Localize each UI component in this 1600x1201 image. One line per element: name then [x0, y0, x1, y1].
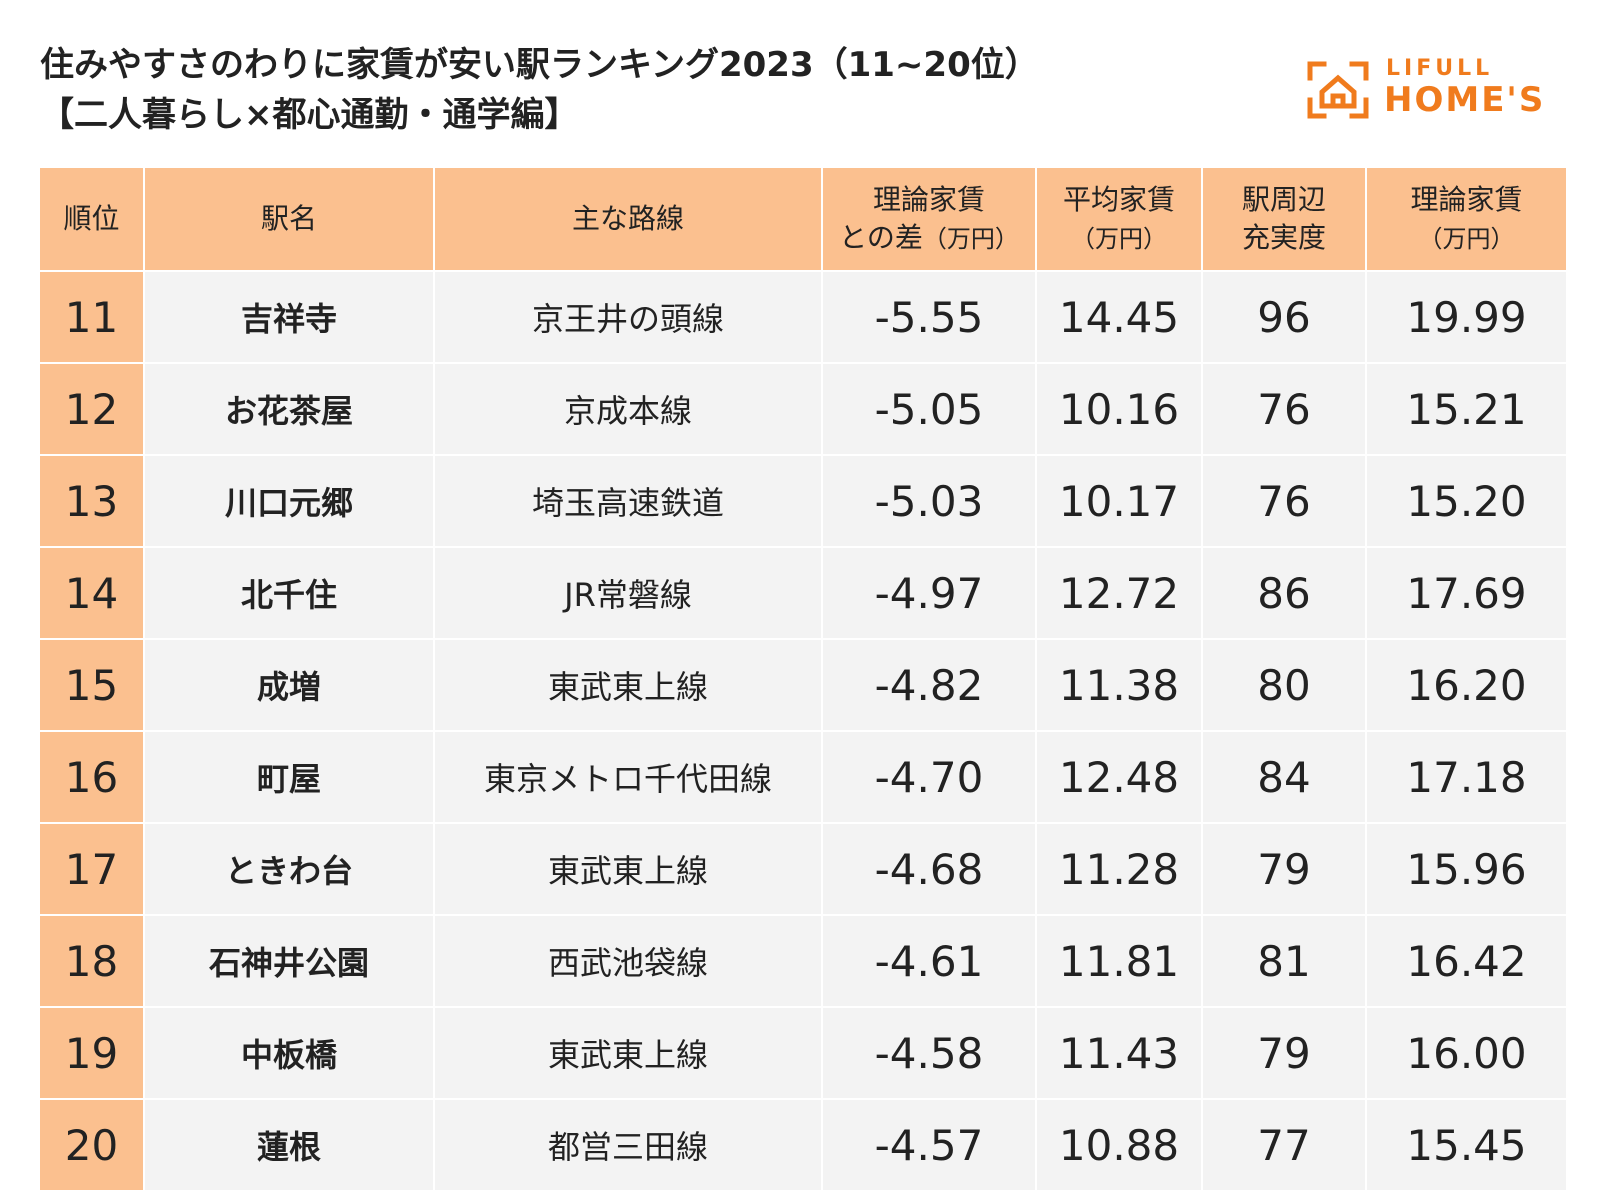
- cell-avg-rent: 10.88: [1035, 1098, 1202, 1190]
- header-station: 駅名: [143, 168, 434, 271]
- cell-rank: 16: [40, 730, 144, 823]
- cell-rank: 14: [40, 546, 144, 639]
- cell-station-score: 79: [1201, 1006, 1366, 1099]
- cell-avg-rent: 11.81: [1035, 914, 1202, 1007]
- table-row: 18 石神井公園 西武池袋線 -4.61 11.81 81 16.42: [40, 914, 1566, 1007]
- header-rank: 順位: [40, 168, 144, 271]
- logo-text-main: HOME'S: [1384, 80, 1546, 120]
- cell-rent-diff: -4.82: [821, 638, 1036, 731]
- cell-station: 北千住: [143, 546, 434, 639]
- header-theory-rent: 理論家賃 （万円）: [1365, 168, 1566, 271]
- cell-rent-diff: -4.97: [821, 546, 1036, 639]
- cell-line: 京成本線: [433, 362, 822, 455]
- cell-theory-rent: 17.69: [1365, 546, 1566, 639]
- cell-theory-rent: 19.99: [1365, 270, 1566, 363]
- table-row: 20 蓮根 都営三田線 -4.57 10.88 77 15.45: [40, 1098, 1566, 1190]
- table-row: 14 北千住 JR常磐線 -4.97 12.72 86 17.69: [40, 546, 1566, 639]
- cell-theory-rent: 15.45: [1365, 1098, 1566, 1190]
- cell-line: 都営三田線: [433, 1098, 822, 1190]
- cell-avg-rent: 14.45: [1035, 270, 1202, 363]
- cell-rank: 12: [40, 362, 144, 455]
- header-rent-diff: 理論家賃 との差（万円）: [821, 168, 1036, 271]
- logo-text-top: LIFULL: [1386, 56, 1494, 81]
- cell-rank: 19: [40, 1006, 144, 1099]
- cell-station-score: 84: [1201, 730, 1366, 823]
- cell-rank: 20: [40, 1098, 144, 1190]
- brand-logo: LIFULL HOME'S: [1306, 56, 1566, 122]
- cell-theory-rent: 16.20: [1365, 638, 1566, 731]
- cell-theory-rent: 17.18: [1365, 730, 1566, 823]
- cell-line: 東武東上線: [433, 1006, 822, 1099]
- cell-station-score: 76: [1201, 454, 1366, 547]
- cell-station: 蓮根: [143, 1098, 434, 1190]
- cell-station: 吉祥寺: [143, 270, 434, 363]
- cell-line: 東京メトロ千代田線: [433, 730, 822, 823]
- table-row: 16 町屋 東京メトロ千代田線 -4.70 12.48 84 17.18: [40, 730, 1566, 823]
- table-row: 12 お花茶屋 京成本線 -5.05 10.16 76 15.21: [40, 362, 1566, 455]
- cell-theory-rent: 15.21: [1365, 362, 1566, 455]
- house-icon: [1307, 61, 1369, 119]
- cell-station: 川口元郷: [143, 454, 434, 547]
- cell-station: 中板橋: [143, 1006, 434, 1099]
- cell-avg-rent: 12.72: [1035, 546, 1202, 639]
- cell-rank: 11: [40, 270, 144, 363]
- table-row: 15 成増 東武東上線 -4.82 11.38 80 16.20: [40, 638, 1566, 731]
- ranking-table: 順位 駅名 主な路線 理論家賃 との差（万円） 平均家賃 （万円） 駅周辺 充実…: [40, 168, 1566, 1190]
- cell-station: 町屋: [143, 730, 434, 823]
- cell-avg-rent: 11.43: [1035, 1006, 1202, 1099]
- header-line: 主な路線: [433, 168, 822, 271]
- page-title: 住みやすさのわりに家賃が安い駅ランキング2023（11~20位） 【二人暮らし×…: [40, 40, 1039, 140]
- cell-rank: 15: [40, 638, 144, 731]
- cell-rank: 13: [40, 454, 144, 547]
- cell-avg-rent: 11.38: [1035, 638, 1202, 731]
- table-row: 17 ときわ台 東武東上線 -4.68 11.28 79 15.96: [40, 822, 1566, 915]
- cell-rent-diff: -4.61: [821, 914, 1036, 1007]
- cell-rent-diff: -4.57: [821, 1098, 1036, 1190]
- cell-rent-diff: -5.55: [821, 270, 1036, 363]
- table-row: 19 中板橋 東武東上線 -4.58 11.43 79 16.00: [40, 1006, 1566, 1099]
- cell-line: 西武池袋線: [433, 914, 822, 1007]
- cell-rank: 17: [40, 822, 144, 915]
- cell-station-score: 86: [1201, 546, 1366, 639]
- cell-line: 東武東上線: [433, 638, 822, 731]
- cell-station-score: 76: [1201, 362, 1366, 455]
- cell-theory-rent: 16.00: [1365, 1006, 1566, 1099]
- cell-line: 埼玉高速鉄道: [433, 454, 822, 547]
- cell-station: 成増: [143, 638, 434, 731]
- cell-station: ときわ台: [143, 822, 434, 915]
- title-line-1: 住みやすさのわりに家賃が安い駅ランキング2023（11~20位）: [40, 45, 1039, 85]
- cell-avg-rent: 11.28: [1035, 822, 1202, 915]
- title-line-2: 【二人暮らし×都心通勤・通学編】: [40, 95, 579, 135]
- cell-rent-diff: -4.68: [821, 822, 1036, 915]
- header-avg-rent: 平均家賃 （万円）: [1035, 168, 1202, 271]
- cell-station-score: 79: [1201, 822, 1366, 915]
- cell-theory-rent: 15.96: [1365, 822, 1566, 915]
- table-row: 13 川口元郷 埼玉高速鉄道 -5.03 10.17 76 15.20: [40, 454, 1566, 547]
- cell-line: 京王井の頭線: [433, 270, 822, 363]
- cell-rent-diff: -4.58: [821, 1006, 1036, 1099]
- cell-theory-rent: 16.42: [1365, 914, 1566, 1007]
- cell-station: 石神井公園: [143, 914, 434, 1007]
- cell-line: 東武東上線: [433, 822, 822, 915]
- cell-theory-rent: 15.20: [1365, 454, 1566, 547]
- cell-station: お花茶屋: [143, 362, 434, 455]
- cell-station-score: 96: [1201, 270, 1366, 363]
- cell-station-score: 81: [1201, 914, 1366, 1007]
- cell-station-score: 77: [1201, 1098, 1366, 1190]
- table-row: 11 吉祥寺 京王井の頭線 -5.55 14.45 96 19.99: [40, 270, 1566, 363]
- cell-rank: 18: [40, 914, 144, 1007]
- cell-rent-diff: -5.05: [821, 362, 1036, 455]
- cell-station-score: 80: [1201, 638, 1366, 731]
- table-header-row: 順位 駅名 主な路線 理論家賃 との差（万円） 平均家賃 （万円） 駅周辺 充実…: [40, 168, 1566, 271]
- header-station-score: 駅周辺 充実度: [1201, 168, 1366, 271]
- cell-avg-rent: 12.48: [1035, 730, 1202, 823]
- cell-avg-rent: 10.16: [1035, 362, 1202, 455]
- cell-line: JR常磐線: [433, 546, 822, 639]
- cell-rent-diff: -4.70: [821, 730, 1036, 823]
- cell-rent-diff: -5.03: [821, 454, 1036, 547]
- cell-avg-rent: 10.17: [1035, 454, 1202, 547]
